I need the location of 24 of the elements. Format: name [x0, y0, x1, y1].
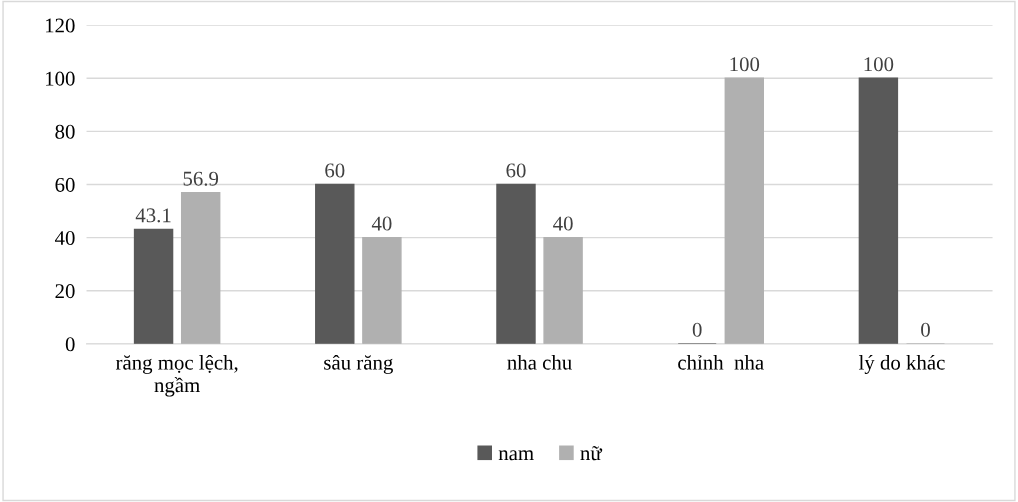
- data-label: 43.1: [135, 208, 171, 223]
- data-label: 56.9: [183, 171, 219, 186]
- y-tick-label: 60: [55, 177, 75, 192]
- y-tick-label: 120: [46, 18, 75, 33]
- x-tick-label: lý do khác: [858, 354, 945, 374]
- data-label: 60: [325, 163, 345, 178]
- data-label: 60: [506, 163, 526, 178]
- y-tick-label: 40: [54, 230, 75, 246]
- legend-label: nữ: [580, 446, 603, 461]
- y-tick-label: 80: [55, 124, 75, 139]
- data-label: 100: [730, 57, 760, 72]
- x-tick-label: chỉnh nha: [678, 354, 764, 370]
- x-tick-label: răng mọc lệch, ngầm: [115, 354, 238, 397]
- x-tick-label: nha chu: [507, 354, 572, 370]
- y-tick-label: 100: [46, 71, 75, 86]
- data-label: 0: [921, 322, 930, 337]
- data-label: 40: [553, 216, 573, 231]
- legend-label: nam: [498, 450, 534, 461]
- data-label: 40: [371, 216, 392, 231]
- data-label: 0: [692, 322, 702, 337]
- y-tick-label: 0: [65, 337, 75, 352]
- data-label: 100: [864, 57, 894, 72]
- y-tick-label: 20: [55, 284, 75, 299]
- x-tick-label: sâu răng: [324, 354, 393, 374]
